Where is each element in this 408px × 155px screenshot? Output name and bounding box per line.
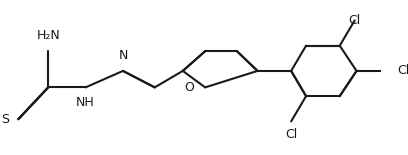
Text: Cl: Cl	[348, 14, 361, 27]
Text: Cl: Cl	[285, 128, 297, 141]
Text: O: O	[184, 81, 194, 94]
Text: N: N	[118, 49, 128, 62]
Text: Cl: Cl	[398, 64, 408, 77]
Text: S: S	[1, 113, 9, 126]
Text: NH: NH	[76, 96, 95, 109]
Text: H₂N: H₂N	[36, 29, 60, 42]
